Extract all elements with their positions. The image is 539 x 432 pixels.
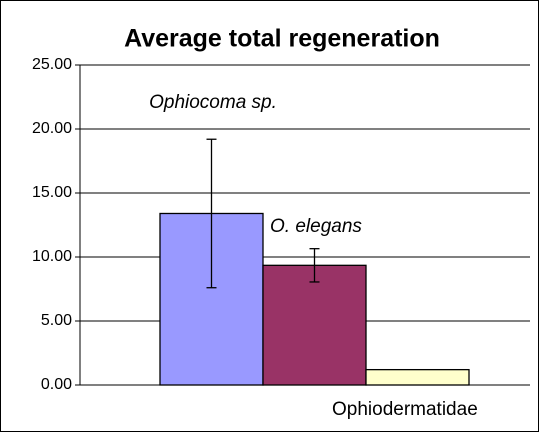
- y-tick-label: 5.00: [41, 312, 72, 329]
- chart-title: Average total regeneration: [124, 25, 440, 53]
- series-label: O. elegans: [270, 216, 362, 237]
- bar: [262, 264, 367, 386]
- error-bar: [309, 248, 320, 283]
- y-tick-label: 20.00: [32, 120, 72, 137]
- y-tick-label: 10.00: [32, 248, 72, 265]
- y-tick-label: 0.00: [41, 376, 72, 393]
- bar: [365, 368, 470, 386]
- series-label: Ophiodermatidae: [332, 399, 478, 420]
- y-tick-label: 15.00: [32, 184, 72, 201]
- y-tick-label: 25.00: [32, 56, 72, 73]
- error-bar: [206, 138, 217, 289]
- series-label: Ophiocoma sp.: [149, 92, 277, 113]
